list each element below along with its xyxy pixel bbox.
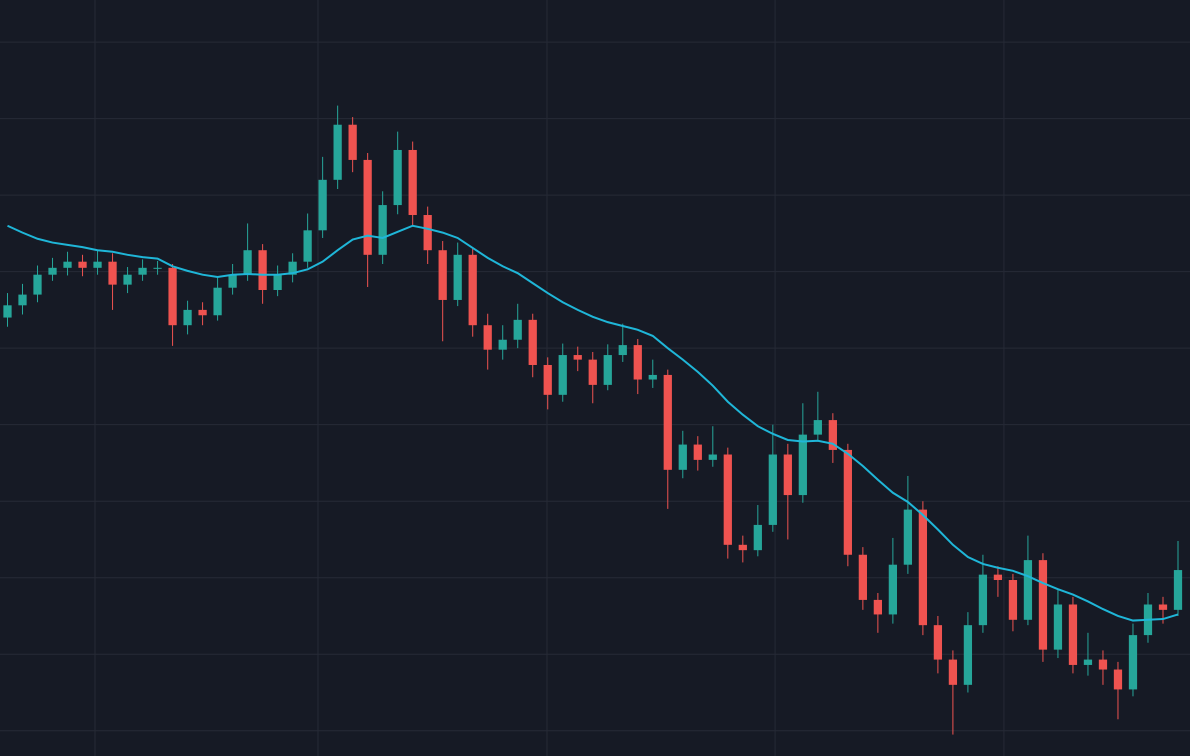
candle-body [678, 444, 687, 470]
candle-body [198, 309, 207, 316]
candle-body [813, 420, 822, 435]
candle-body [618, 345, 627, 356]
candle-body [378, 205, 387, 255]
candle-body [888, 564, 898, 615]
candle-body [573, 355, 582, 360]
candle-body [138, 267, 147, 275]
candle-body [633, 345, 642, 380]
candle-body [93, 261, 102, 268]
candle-body [978, 574, 988, 626]
candle-body [933, 625, 943, 660]
candle-body [408, 149, 417, 216]
candle-body [1023, 560, 1033, 620]
moving-average-line [7, 224, 1179, 622]
candle-body [663, 374, 672, 470]
candle-body [768, 454, 777, 525]
candle-body [33, 274, 42, 295]
candle-body [483, 325, 492, 350]
candle-body [468, 254, 477, 326]
candle-body [333, 124, 342, 180]
candle-body [63, 261, 72, 268]
candle-body [918, 509, 928, 626]
candle-body [843, 449, 852, 555]
candle-body [828, 420, 837, 450]
candle-body [588, 359, 597, 385]
candle-body [1053, 604, 1063, 650]
candle-body [498, 339, 507, 350]
candle-body [1098, 659, 1108, 670]
candle-body [753, 524, 762, 551]
candle-body [948, 659, 958, 685]
candle-body [393, 149, 402, 206]
candle-body [648, 374, 657, 380]
candle-body [348, 124, 357, 160]
candle-body [873, 599, 882, 615]
candle-body [1128, 635, 1138, 690]
candle-body [858, 554, 867, 600]
candle-body [318, 179, 327, 231]
candle-body [213, 287, 222, 316]
candle-body [123, 274, 132, 285]
candle-body [438, 250, 447, 300]
candle-body [1173, 570, 1183, 610]
candle-body [543, 364, 552, 395]
candle-body [3, 305, 12, 318]
candle-body [453, 254, 462, 300]
candle-body [423, 215, 432, 251]
candle-body [1113, 669, 1123, 690]
candle-body [1008, 580, 1018, 620]
candle-body [708, 454, 717, 460]
candle-body [363, 159, 372, 255]
candle-body [78, 261, 87, 268]
candle-body [1038, 560, 1048, 650]
candle-body [273, 274, 282, 291]
candle-body [258, 250, 267, 291]
candle-body [798, 434, 807, 496]
candle-body [963, 625, 973, 685]
candle-body [303, 230, 312, 262]
candle-body [183, 309, 192, 326]
candle-body [693, 444, 702, 460]
candle-body [153, 267, 162, 269]
candle-body [18, 294, 27, 306]
candle-body [783, 454, 792, 496]
candle-body [48, 267, 57, 275]
candle-body [168, 267, 177, 326]
candle-body [108, 261, 117, 285]
candle-body [513, 319, 522, 340]
candle-body [558, 355, 567, 395]
candle-body [528, 319, 537, 365]
candle-body [243, 250, 252, 275]
candle-body [603, 355, 612, 385]
candle-body [228, 274, 237, 288]
candle-body [1068, 604, 1078, 665]
candle-body [738, 544, 747, 551]
candle-body [1083, 659, 1093, 665]
candle-body [1158, 604, 1168, 610]
candle-body [993, 574, 1003, 581]
candle-body [903, 509, 913, 565]
candle-body [288, 261, 297, 275]
candle-body [723, 454, 732, 545]
